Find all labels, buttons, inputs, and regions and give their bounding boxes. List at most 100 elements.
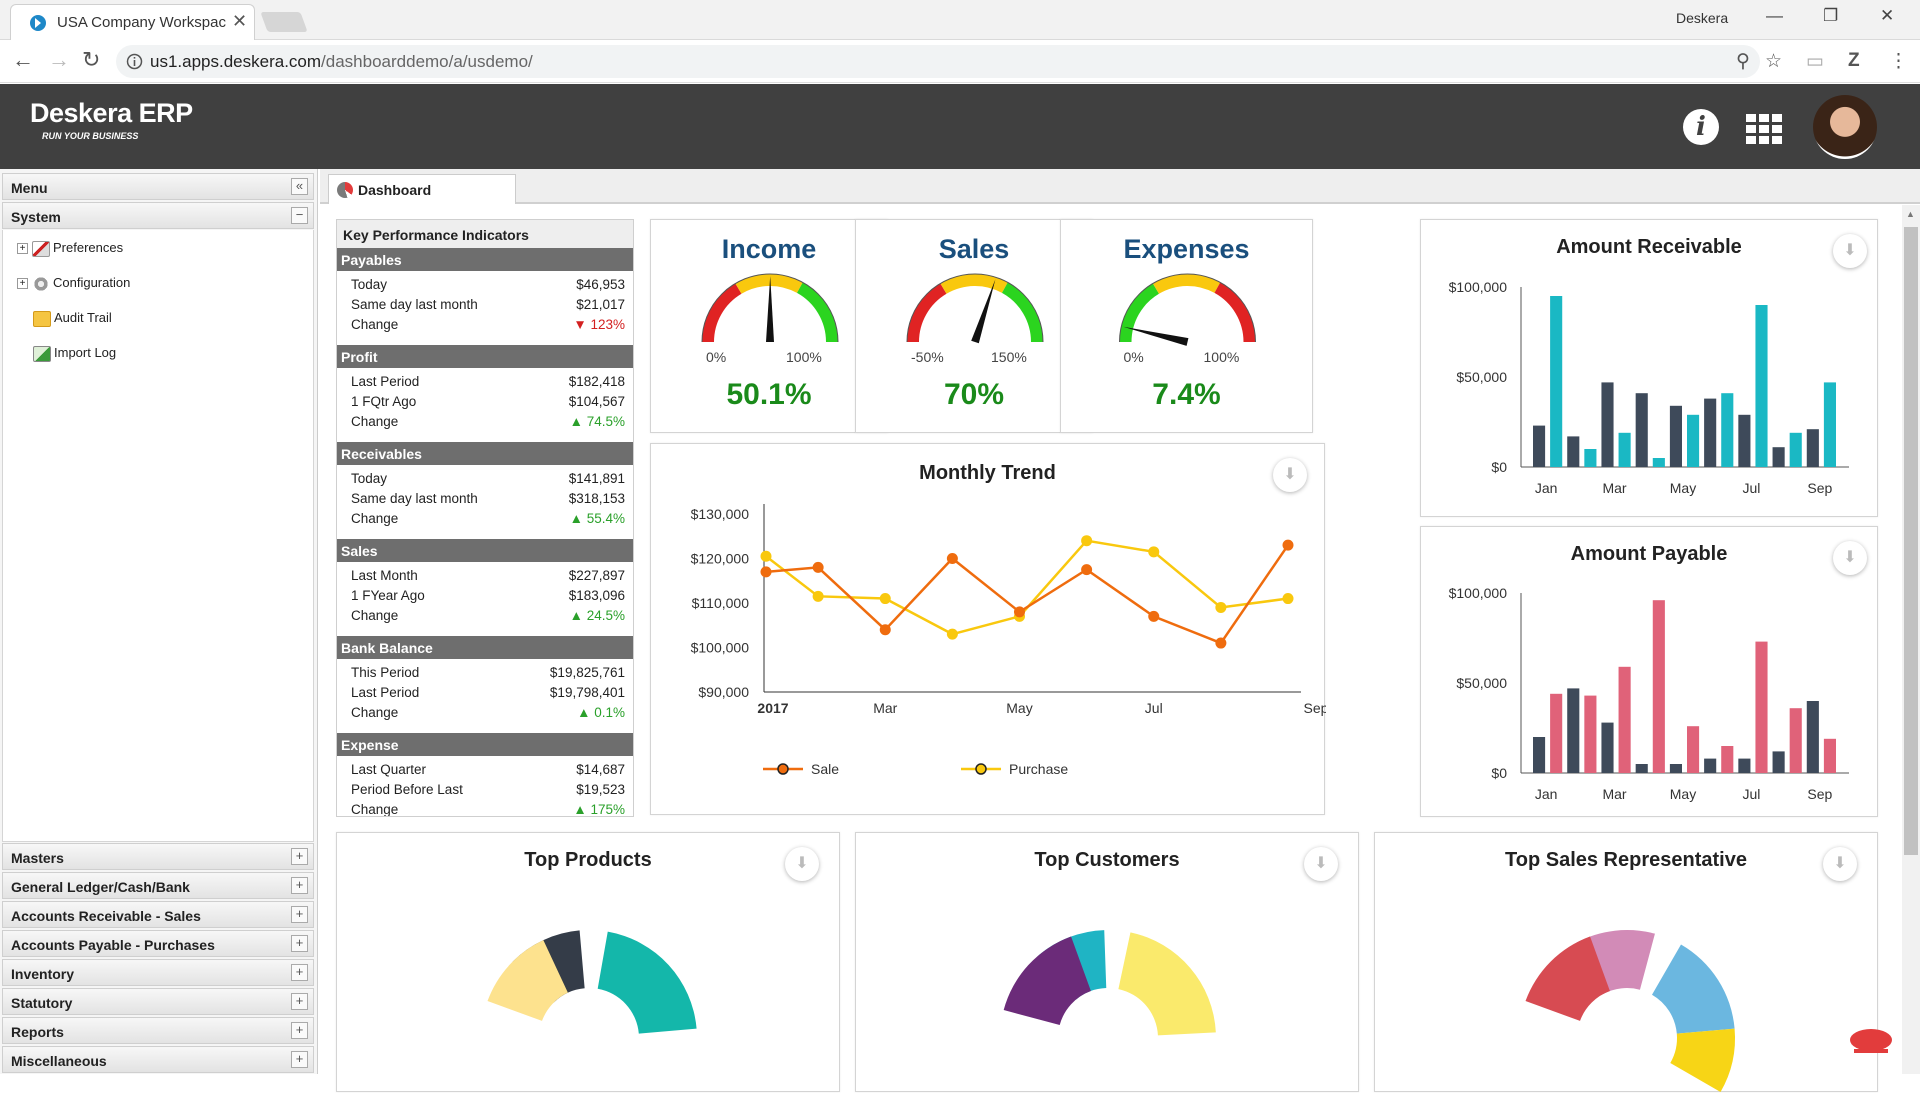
sidebar-section-statutory[interactable]: Statutory + bbox=[2, 988, 314, 1015]
download-icon[interactable]: ⬇ bbox=[1823, 847, 1857, 881]
collapse-section-icon[interactable]: − bbox=[291, 207, 308, 224]
gauge-min-label: -50% bbox=[911, 349, 944, 365]
y-tick-label: $0 bbox=[1491, 765, 1507, 781]
forward-icon[interactable]: → bbox=[48, 47, 70, 72]
kpi-row-label: Change bbox=[351, 414, 399, 429]
kpi-row-label: Change bbox=[351, 511, 399, 526]
kpi-row-label: 1 FQtr Ago bbox=[351, 394, 417, 409]
bottom-panel-top-customers: Top Customers ⬇ bbox=[855, 832, 1359, 1092]
back-icon[interactable]: ← bbox=[12, 47, 34, 72]
gauge-outline bbox=[906, 273, 1044, 343]
bookmark-star-icon[interactable]: ☆ bbox=[1765, 51, 1783, 72]
bar bbox=[1652, 600, 1665, 773]
x-tick-label: Jul bbox=[1742, 480, 1760, 496]
address-bar-row: ← → ↻ us1.apps.deskera.com/dashboarddemo… bbox=[0, 40, 1920, 83]
x-tick-label: May bbox=[1670, 480, 1696, 496]
sidebar-section-general-ledger-cash-bank[interactable]: General Ledger/Cash/Bank + bbox=[2, 872, 314, 899]
kpi-row: Today $141,891 bbox=[337, 469, 633, 489]
panel-title: Top Products bbox=[524, 849, 652, 871]
system-section-header[interactable]: System − bbox=[2, 202, 314, 229]
expand-icon[interactable]: + bbox=[17, 243, 28, 255]
extension-icon[interactable]: ▭ bbox=[1806, 51, 1824, 72]
sidebar-section-inventory[interactable]: Inventory + bbox=[2, 959, 314, 986]
browser-menu-icon[interactable]: ⋮ bbox=[1889, 51, 1908, 72]
expand-section-icon[interactable]: + bbox=[291, 848, 308, 865]
kpi-row-value: ▲ 0.1% bbox=[577, 705, 625, 720]
new-tab-button[interactable] bbox=[260, 12, 308, 32]
apps-grid-icon[interactable] bbox=[1746, 114, 1782, 144]
browser-tab[interactable]: USA Company Workspac ✕ bbox=[10, 4, 255, 40]
scrollbar-thumb[interactable] bbox=[1904, 227, 1918, 855]
donut-chart bbox=[1003, 930, 1216, 1036]
paint-roller-icon[interactable]: ⚲ bbox=[1736, 51, 1750, 72]
deskera-logo[interactable]: Deskera ERP RUN YOUR BUSINESS bbox=[30, 98, 193, 141]
dashboard-icon bbox=[337, 182, 353, 198]
x-tick-label: Jul bbox=[1742, 786, 1760, 802]
bar bbox=[1584, 695, 1597, 773]
url-field[interactable]: us1.apps.deskera.com/dashboarddemo/a/usd… bbox=[116, 45, 1760, 78]
download-icon[interactable]: ⬇ bbox=[1273, 458, 1307, 492]
reload-icon[interactable]: ↻ bbox=[82, 47, 101, 72]
bar bbox=[1806, 701, 1819, 773]
data-point-sale bbox=[1282, 539, 1294, 551]
y-tick-label: $50,000 bbox=[1456, 369, 1507, 385]
kpi-row-label: Today bbox=[351, 471, 388, 486]
restore-icon[interactable]: ❐ bbox=[1823, 6, 1839, 25]
expand-section-icon[interactable]: + bbox=[291, 993, 308, 1010]
sidebar-section-accounts-receivable-sales[interactable]: Accounts Receivable - Sales + bbox=[2, 901, 314, 928]
sidebar-section-masters[interactable]: Masters + bbox=[2, 843, 314, 870]
kpi-row-value: $21,017 bbox=[576, 297, 625, 312]
expand-icon[interactable]: + bbox=[17, 278, 28, 290]
system-tree-pane: + Preferences + Configuration Audit Trail … bbox=[2, 230, 314, 842]
download-icon[interactable]: ⬇ bbox=[1833, 541, 1867, 575]
scroll-up-icon[interactable]: ▲ bbox=[1906, 209, 1915, 219]
kpi-section: Sales Last Month $227,897 1 FYear Ago $183,0… bbox=[337, 539, 633, 626]
tab-dashboard[interactable]: Dashboard bbox=[328, 174, 516, 204]
bar bbox=[1618, 666, 1631, 773]
gauge-max-label: 100% bbox=[1203, 349, 1240, 365]
donut-slice bbox=[1525, 936, 1610, 1021]
collapse-menu-icon[interactable]: « bbox=[291, 178, 308, 195]
gauge-band bbox=[735, 274, 803, 294]
download-icon[interactable]: ⬇ bbox=[1304, 847, 1338, 881]
info-icon[interactable]: i bbox=[1683, 109, 1719, 145]
x-tick-label: Sep bbox=[1807, 480, 1832, 496]
bar bbox=[1704, 398, 1717, 467]
x-tick-label: Mar bbox=[1602, 786, 1626, 802]
download-icon[interactable]: ⬇ bbox=[1833, 234, 1867, 268]
content-tab-bar: Dashboard bbox=[320, 169, 1920, 204]
user-avatar[interactable] bbox=[1813, 95, 1877, 159]
window-close-icon[interactable]: ✕ bbox=[1880, 6, 1895, 25]
tree-item-import-log[interactable]: Import Log bbox=[33, 345, 116, 362]
profile-icon[interactable]: Z bbox=[1848, 50, 1860, 71]
sidebar-section-miscellaneous[interactable]: Miscellaneous + bbox=[2, 1046, 314, 1073]
expand-section-icon[interactable]: + bbox=[291, 935, 308, 952]
tab-close-icon[interactable]: ✕ bbox=[232, 11, 248, 31]
expand-section-icon[interactable]: + bbox=[291, 877, 308, 894]
bar bbox=[1789, 708, 1802, 773]
expand-section-icon[interactable]: + bbox=[291, 1022, 308, 1039]
expand-section-icon[interactable]: + bbox=[291, 964, 308, 981]
sidebar-section-accounts-payable-purchases[interactable]: Accounts Payable - Purchases + bbox=[2, 930, 314, 957]
kpi-row: Last Period $19,798,401 bbox=[337, 683, 633, 703]
bar bbox=[1687, 726, 1700, 773]
info-circle-icon[interactable] bbox=[126, 53, 143, 70]
tree-item-audit-trail[interactable]: Audit Trail bbox=[33, 310, 112, 327]
sidebar-section-reports[interactable]: Reports + bbox=[2, 1017, 314, 1044]
minimize-icon[interactable]: — bbox=[1766, 6, 1783, 25]
tree-item-preferences[interactable]: + Preferences bbox=[17, 240, 123, 257]
kpi-row-label: Last Period bbox=[351, 374, 420, 389]
x-tick-label: May bbox=[1006, 700, 1032, 716]
data-point-purchase bbox=[1148, 546, 1160, 558]
bar bbox=[1704, 758, 1717, 773]
kpi-row-label: Last Quarter bbox=[351, 762, 427, 777]
bar bbox=[1755, 305, 1768, 467]
tab-title: USA Company Workspac bbox=[57, 14, 226, 31]
tree-item-configuration[interactable]: + Configuration bbox=[17, 275, 130, 292]
scrollbar-track[interactable]: ▲ bbox=[1902, 205, 1920, 1074]
expand-section-icon[interactable]: + bbox=[291, 906, 308, 923]
donut-slice bbox=[1003, 936, 1091, 1026]
download-icon[interactable]: ⬇ bbox=[785, 847, 819, 881]
bar bbox=[1721, 746, 1734, 773]
expand-section-icon[interactable]: + bbox=[291, 1051, 308, 1068]
